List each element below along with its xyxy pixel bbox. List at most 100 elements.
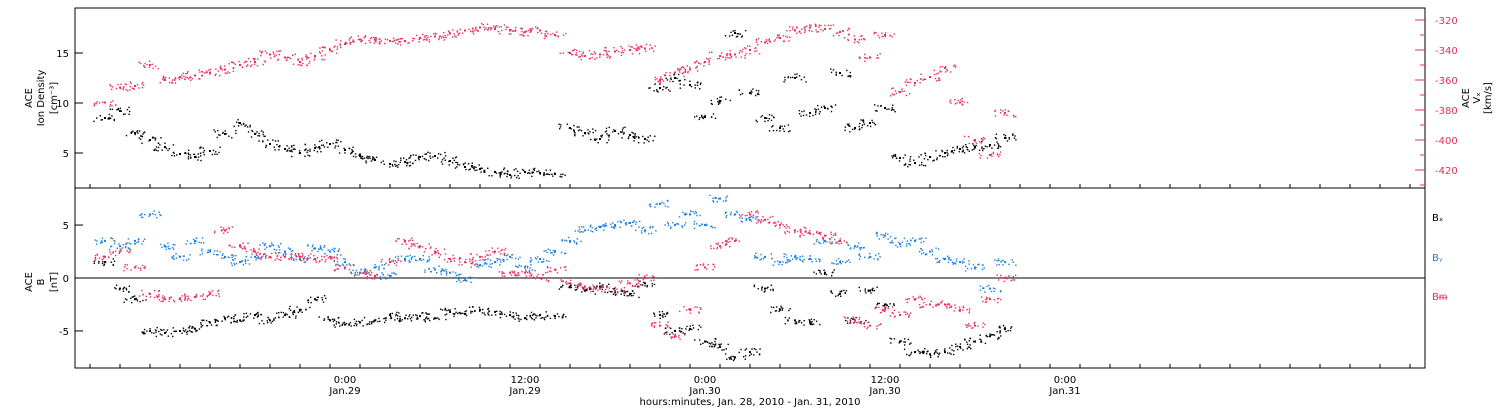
data-dot-density xyxy=(276,144,278,146)
data-dot-by xyxy=(500,261,502,263)
data-dot-density xyxy=(718,99,720,102)
data-dot-vx xyxy=(348,39,351,41)
data-dot-vx xyxy=(990,154,992,157)
data-dot-vx xyxy=(795,32,798,34)
data-dot-density xyxy=(197,159,199,161)
data-dot-bx xyxy=(98,262,100,264)
data-dot-bx xyxy=(1009,327,1012,329)
data-dot-bx xyxy=(921,350,924,353)
data-dot-density xyxy=(309,150,311,152)
data-dot-bx xyxy=(517,317,519,319)
data-dot-bz xyxy=(437,250,439,252)
data-dot-vx xyxy=(894,90,897,92)
data-dot-by xyxy=(964,270,967,272)
data-dot-by xyxy=(693,212,696,215)
data-dot-bz xyxy=(242,242,244,244)
data-dot-bz xyxy=(570,283,572,285)
x-tick-time: 0:00 xyxy=(334,375,356,386)
data-dot-bz xyxy=(144,267,146,269)
data-dot-bz xyxy=(228,244,230,246)
data-dot-vx xyxy=(336,52,338,54)
data-dot-bz xyxy=(694,306,696,308)
data-dot-vx xyxy=(837,32,839,34)
data-dot-bz xyxy=(968,310,971,312)
data-dot-bx xyxy=(633,292,635,295)
data-dot-vx xyxy=(523,32,525,34)
data-dot-bz xyxy=(331,256,333,258)
data-dot-vx xyxy=(946,68,948,71)
data-dot-vx xyxy=(472,33,475,35)
data-dot-bx xyxy=(201,325,204,327)
data-dot-density xyxy=(212,149,215,152)
data-dot-vx xyxy=(933,69,936,72)
data-dot-bx xyxy=(646,286,648,288)
data-dot-by xyxy=(652,226,654,228)
data-dot-bz xyxy=(290,253,292,255)
data-dot-vx xyxy=(505,28,507,31)
data-dot-vx xyxy=(678,69,680,71)
data-dot-density xyxy=(262,133,264,136)
data-dot-vx xyxy=(523,35,525,37)
data-dot-by xyxy=(430,270,433,273)
data-dot-density xyxy=(927,158,929,161)
data-dot-bz xyxy=(501,248,503,251)
data-dot-density xyxy=(251,129,253,132)
data-dot-bx xyxy=(956,348,959,351)
data-dot-density xyxy=(997,147,1000,149)
data-dot-vx xyxy=(722,56,725,58)
data-dot-bx xyxy=(725,348,727,350)
data-dot-vx xyxy=(578,50,581,53)
data-dot-bz xyxy=(435,247,437,250)
data-dot-bz xyxy=(799,234,801,237)
data-dot-bz xyxy=(651,322,654,324)
data-dot-bz xyxy=(1012,276,1014,278)
data-dot-bx xyxy=(823,273,826,275)
data-dot-vx xyxy=(276,59,279,61)
data-dot-bz xyxy=(971,327,973,329)
data-dot-bz xyxy=(221,229,223,231)
data-dot-density xyxy=(382,160,384,162)
data-dot-density xyxy=(100,119,102,121)
data-dot-by xyxy=(979,289,982,292)
data-dot-density xyxy=(1003,133,1005,136)
data-dot-vx xyxy=(544,34,546,37)
data-dot-bx xyxy=(441,309,444,311)
data-dot-density xyxy=(606,141,608,144)
data-point-vx xyxy=(959,101,961,104)
data-dot-bx xyxy=(159,333,162,335)
data-dot-bx xyxy=(565,316,567,318)
data-dot-by xyxy=(222,253,224,255)
data-dot-by xyxy=(516,266,518,268)
data-dot-density xyxy=(286,149,289,151)
data-dot-vx xyxy=(521,27,523,30)
data-dot-vx xyxy=(247,64,249,66)
data-dot-vx xyxy=(306,58,308,60)
data-dot-density xyxy=(974,147,976,149)
data-dot-by xyxy=(195,240,197,243)
data-dot-bz xyxy=(762,220,764,222)
data-dot-by xyxy=(998,263,1000,266)
data-dot-bz xyxy=(962,305,964,308)
data-dot-bx xyxy=(733,358,736,361)
data-point-bz xyxy=(359,271,361,274)
data-dot-vx xyxy=(859,57,861,59)
data-dot-bz xyxy=(258,248,260,250)
data-dot-density xyxy=(421,155,424,158)
data-dot-by xyxy=(859,247,861,249)
data-dot-bx xyxy=(424,319,426,321)
data-dot-vx xyxy=(289,57,292,60)
data-dot-vx xyxy=(174,82,177,84)
data-dot-by xyxy=(725,199,727,201)
data-dot-by xyxy=(354,273,356,276)
data-dot-vx xyxy=(662,80,665,82)
data-dot-vx xyxy=(847,39,850,42)
data-dot-bx xyxy=(996,330,998,333)
data-dot-bz xyxy=(135,265,137,267)
data-dot-bx xyxy=(122,287,125,289)
data-dot-bx xyxy=(606,285,608,287)
data-dot-vx xyxy=(545,36,547,38)
data-dot-by xyxy=(520,265,522,267)
data-dot-density xyxy=(164,142,166,144)
data-dot-by xyxy=(125,245,127,248)
